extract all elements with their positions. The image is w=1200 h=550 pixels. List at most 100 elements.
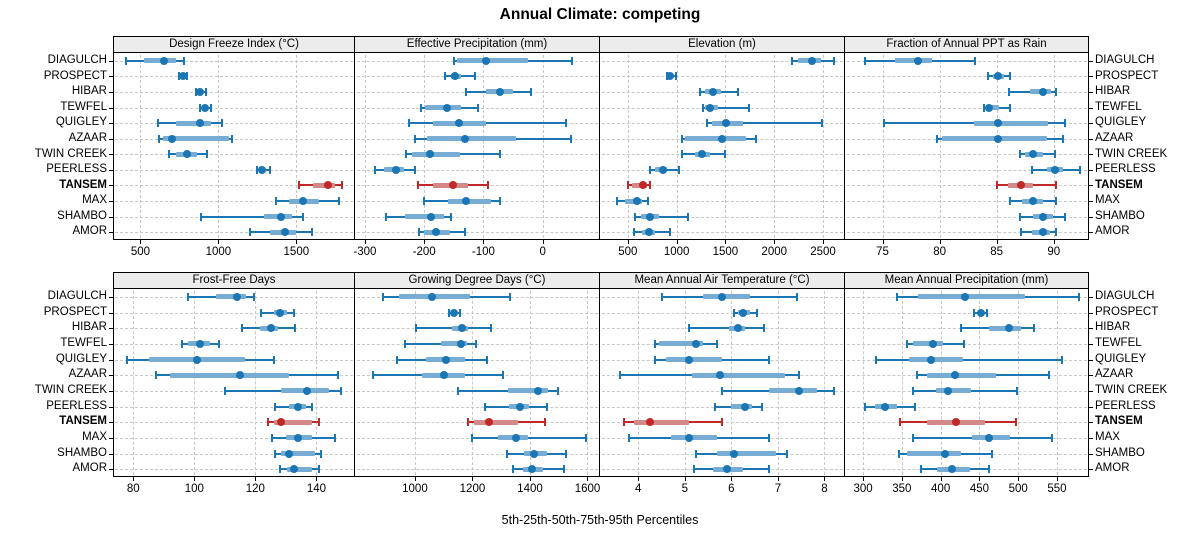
- x-axis-tick-label: 100: [184, 483, 204, 495]
- median-dot: [280, 228, 289, 237]
- x-axis-tick-label: 2000: [761, 246, 788, 258]
- y-axis-tick-left: [109, 390, 113, 392]
- x-axis-tick: [587, 477, 589, 481]
- row-gridline: [602, 60, 843, 62]
- station-label-right: PROSPECT: [1095, 69, 1159, 82]
- x-axis-tick-label: -100: [471, 246, 495, 258]
- median-dot: [1029, 150, 1038, 159]
- p95-whisker-cap: [1079, 165, 1081, 174]
- vertical-gridline: [1056, 291, 1058, 475]
- station-label-left: HIBAR: [71, 85, 107, 98]
- p5-whisker-cap: [194, 87, 197, 96]
- y-axis-tick-right: [1089, 437, 1093, 439]
- p95-whisker-cap: [294, 324, 297, 333]
- p95-whisker-cap: [716, 339, 719, 348]
- p25-p75-band: [666, 357, 723, 362]
- y-axis-tick-left: [109, 343, 113, 345]
- station-label-left: PEERLESS: [46, 163, 107, 176]
- p25-p75-band: [913, 341, 943, 347]
- p95-whisker-cap: [476, 103, 479, 112]
- p5-whisker-cap: [418, 228, 421, 237]
- y-axis-tick-left: [109, 76, 113, 78]
- row-gridline: [115, 169, 353, 171]
- p25-p75-band: [895, 58, 932, 64]
- vertical-gridline: [194, 291, 196, 475]
- p5-p95-range-line: [404, 342, 476, 345]
- y-axis-tick-left: [109, 328, 113, 330]
- median-dot: [950, 371, 959, 380]
- median-dot: [926, 355, 935, 364]
- p95-whisker-cap: [458, 308, 461, 317]
- p95-whisker-cap: [723, 150, 726, 159]
- vertical-gridline: [424, 55, 426, 238]
- station-label-right: AZAAR: [1095, 368, 1134, 381]
- station-label-right: AMOR: [1095, 225, 1130, 238]
- p25-p75-band: [427, 136, 516, 142]
- x-axis-tick-label: 550: [1047, 483, 1067, 495]
- row-gridline: [115, 201, 353, 203]
- vertical-gridline: [140, 55, 142, 238]
- x-axis-tick-label: 7: [774, 483, 782, 495]
- p5-whisker-cap: [223, 386, 226, 395]
- x-axis-tick-label: -200: [412, 246, 436, 258]
- p95-whisker-cap: [832, 56, 835, 65]
- vertical-gridline: [979, 291, 981, 475]
- p25-p75-band: [703, 294, 750, 300]
- row-gridline: [847, 312, 1087, 314]
- vertical-gridline: [542, 55, 544, 238]
- p95-whisker-cap: [760, 402, 763, 411]
- station-label-right: PROSPECT: [1095, 305, 1159, 318]
- p5-whisker-cap: [156, 119, 159, 128]
- x-axis-tick-label: 5: [681, 483, 688, 495]
- panel-frame: [113, 289, 355, 477]
- x-axis-tick: [774, 240, 776, 244]
- x-axis-tick: [472, 477, 474, 481]
- panel-frame: [355, 53, 600, 240]
- p5-whisker-cap: [382, 292, 385, 301]
- p5-whisker-cap: [415, 324, 418, 333]
- median-dot: [960, 292, 969, 301]
- median-dot: [485, 418, 494, 427]
- row-gridline: [847, 201, 1087, 203]
- median-dot: [944, 386, 953, 395]
- vertical-gridline: [996, 55, 998, 238]
- row-gridline: [115, 453, 353, 455]
- panel-strip-title: Mean Annual Precipitation (mm): [845, 272, 1089, 289]
- panel-strip-title: Effective Precipitation (mm): [355, 36, 600, 53]
- x-axis-tick: [542, 240, 544, 244]
- vertical-gridline: [587, 291, 589, 475]
- x-axis-tick-label: 80: [126, 483, 140, 495]
- x-axis-tick-label: 1500: [283, 246, 310, 258]
- p5-whisker-cap: [255, 165, 258, 174]
- p5-whisker-cap: [371, 371, 374, 380]
- median-dot: [993, 72, 1002, 81]
- p5-whisker-cap: [705, 119, 708, 128]
- p25-p75-band: [474, 419, 518, 425]
- station-label-left: AZAAR: [68, 131, 107, 144]
- p5-whisker-cap: [695, 449, 698, 458]
- vertical-gridline: [777, 291, 779, 475]
- p5-p95-range-line: [201, 215, 303, 218]
- x-axis-caption: 5th-25th-50th-75th-95th Percentiles: [501, 513, 699, 527]
- x-axis-tick-label: 400: [931, 483, 951, 495]
- p5-whisker-cap: [693, 465, 696, 474]
- p5-whisker-cap: [408, 119, 411, 128]
- p95-whisker-cap: [474, 339, 477, 348]
- x-axis-tick: [684, 477, 686, 481]
- p95-whisker-cap: [1055, 87, 1058, 96]
- p25-p75-band: [768, 388, 818, 394]
- p5-whisker-cap: [423, 197, 426, 206]
- x-axis-tick: [529, 477, 531, 481]
- p5-whisker-cap: [405, 150, 408, 159]
- vertical-gridline: [731, 291, 733, 475]
- row-gridline: [115, 185, 353, 187]
- p95-whisker-cap: [721, 418, 724, 427]
- row-gridline: [847, 406, 1087, 408]
- y-axis-tick-left: [109, 453, 113, 455]
- p5-whisker-cap: [864, 56, 867, 65]
- p95-whisker-cap: [571, 56, 574, 65]
- x-axis-tick-label: 300: [853, 483, 873, 495]
- row-gridline: [357, 469, 598, 471]
- p5-whisker-cap: [274, 402, 277, 411]
